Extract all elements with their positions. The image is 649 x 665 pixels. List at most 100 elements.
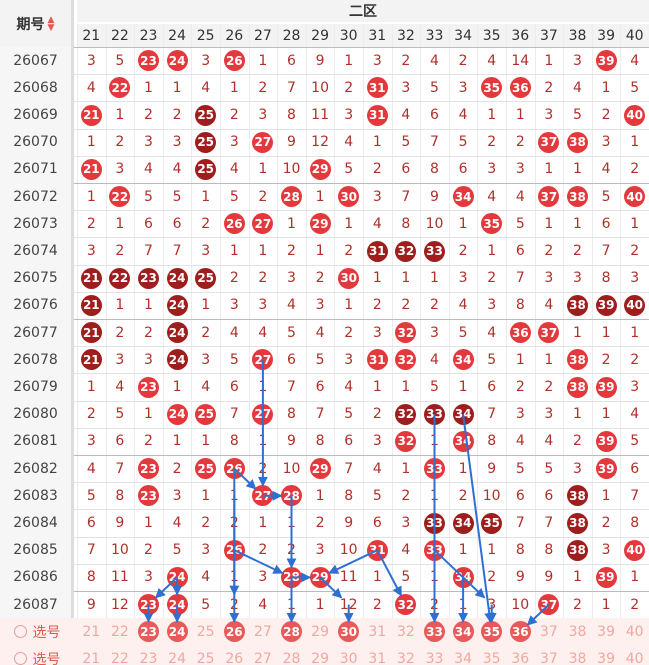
selected-ball[interactable]: 30 (338, 621, 360, 643)
select-number[interactable]: 26 (225, 650, 244, 665)
select-row-background (0, 645, 649, 665)
select-number[interactable]: 29 (311, 623, 329, 640)
column-divider (277, 24, 279, 665)
miss-count: 4 (144, 161, 153, 178)
select-number[interactable]: 27 (253, 623, 272, 640)
select-number[interactable]: 35 (482, 650, 501, 665)
select-number[interactable]: 38 (568, 623, 587, 640)
miss-count: 4 (229, 161, 239, 178)
miss-count: 5 (172, 542, 182, 559)
miss-count: 2 (458, 242, 468, 259)
select-number[interactable]: 40 (625, 650, 644, 665)
miss-count: 2 (144, 542, 153, 559)
select-number[interactable]: 33 (425, 650, 444, 665)
select-number[interactable]: 34 (454, 650, 472, 665)
hit-ball: 29 (309, 158, 331, 180)
column-divider (563, 24, 565, 665)
miss-count: 3 (86, 242, 96, 259)
miss-count: 6 (487, 378, 497, 395)
select-number[interactable]: 29 (311, 650, 329, 665)
miss-count: 1 (315, 188, 325, 205)
select-radio-icon[interactable] (13, 625, 27, 639)
select-number[interactable]: 30 (339, 650, 358, 665)
selected-ball[interactable]: 34 (452, 621, 474, 643)
selected-ball[interactable]: 24 (166, 621, 188, 643)
miss-count: 2 (630, 161, 640, 178)
select-number[interactable]: 28 (282, 650, 301, 665)
miss-count: 6 (630, 460, 640, 477)
select-number[interactable]: 38 (568, 650, 587, 665)
miss-count: 7 (86, 542, 96, 559)
select-number[interactable]: 39 (597, 623, 615, 640)
selected-ball[interactable]: 23 (138, 621, 159, 643)
column-header-32: 32 (391, 24, 421, 47)
miss-count: 2 (258, 460, 268, 477)
select-number[interactable]: 21 (82, 650, 101, 665)
select-number[interactable]: 36 (511, 650, 530, 665)
hit-ball: 39 (595, 566, 617, 588)
selected-ball[interactable]: 28 (281, 621, 302, 643)
hit-ball: 21 (80, 349, 102, 371)
miss-count: 4 (229, 324, 239, 341)
miss-count: 3 (458, 270, 468, 287)
miss-count: 1 (573, 406, 582, 423)
miss-count: 2 (544, 242, 554, 259)
select-number[interactable]: 25 (196, 623, 215, 640)
miss-count: 4 (372, 215, 382, 232)
hit-ball: 34 (452, 512, 474, 534)
select-radio-icon[interactable] (13, 652, 27, 665)
select-number[interactable]: 24 (168, 650, 186, 665)
miss-count: 2 (115, 324, 125, 341)
select-number[interactable]: 37 (539, 623, 558, 640)
select-number[interactable]: 25 (196, 650, 215, 665)
miss-count: 8 (115, 487, 125, 504)
miss-count: 2 (515, 134, 525, 151)
select-row-label[interactable]: 选号 (0, 645, 74, 665)
row-divider (0, 346, 649, 348)
miss-count: 4 (201, 378, 211, 395)
select-number[interactable]: 21 (82, 623, 101, 640)
hit-ball: 25 (195, 104, 217, 126)
selected-ball[interactable]: 35 (481, 621, 503, 643)
hit-ball: 25 (195, 267, 217, 289)
miss-count: 2 (229, 596, 239, 613)
miss-count: 8 (515, 542, 525, 559)
miss-count: 2 (258, 542, 268, 559)
hit-ball: 32 (395, 403, 417, 425)
select-number[interactable]: 22 (110, 650, 129, 665)
hit-ball: 39 (595, 294, 617, 316)
sort-arrows-icon[interactable]: ▲ ▼ (47, 14, 55, 33)
period-header[interactable]: 期号 ▲ ▼ (0, 0, 74, 47)
select-number[interactable]: 32 (396, 623, 415, 640)
select-number[interactable]: 31 (368, 623, 387, 640)
miss-count: 1 (201, 433, 211, 450)
zone-header: 二区 (77, 0, 649, 22)
miss-count: 2 (458, 52, 468, 69)
select-number[interactable]: 37 (539, 650, 558, 665)
miss-count: 1 (258, 52, 268, 69)
miss-count: 1 (430, 487, 439, 504)
selected-ball[interactable]: 36 (509, 621, 531, 643)
miss-count: 3 (372, 324, 382, 341)
miss-count: 1 (115, 215, 125, 232)
select-number[interactable]: 22 (110, 623, 129, 640)
selected-ball[interactable]: 26 (223, 621, 245, 643)
select-number[interactable]: 27 (253, 650, 272, 665)
select-number[interactable]: 32 (396, 650, 415, 665)
miss-count: 2 (258, 270, 268, 287)
selected-ball[interactable]: 33 (424, 621, 445, 643)
select-number[interactable]: 23 (139, 650, 158, 665)
select-number[interactable]: 40 (625, 623, 644, 640)
miss-count: 2 (544, 79, 554, 96)
miss-count: 3 (487, 297, 497, 314)
column-header-23: 23 (134, 24, 163, 47)
hit-ball: 23 (138, 594, 159, 616)
miss-count: 1 (201, 188, 211, 205)
select-number[interactable]: 31 (368, 650, 387, 665)
period-cell: 26080 (0, 400, 74, 428)
select-number[interactable]: 39 (597, 650, 615, 665)
select-label-text: 选号 (32, 624, 61, 641)
miss-count: 3 (115, 161, 125, 178)
select-row-label[interactable]: 选号 (0, 618, 74, 645)
miss-count: 2 (201, 324, 211, 341)
